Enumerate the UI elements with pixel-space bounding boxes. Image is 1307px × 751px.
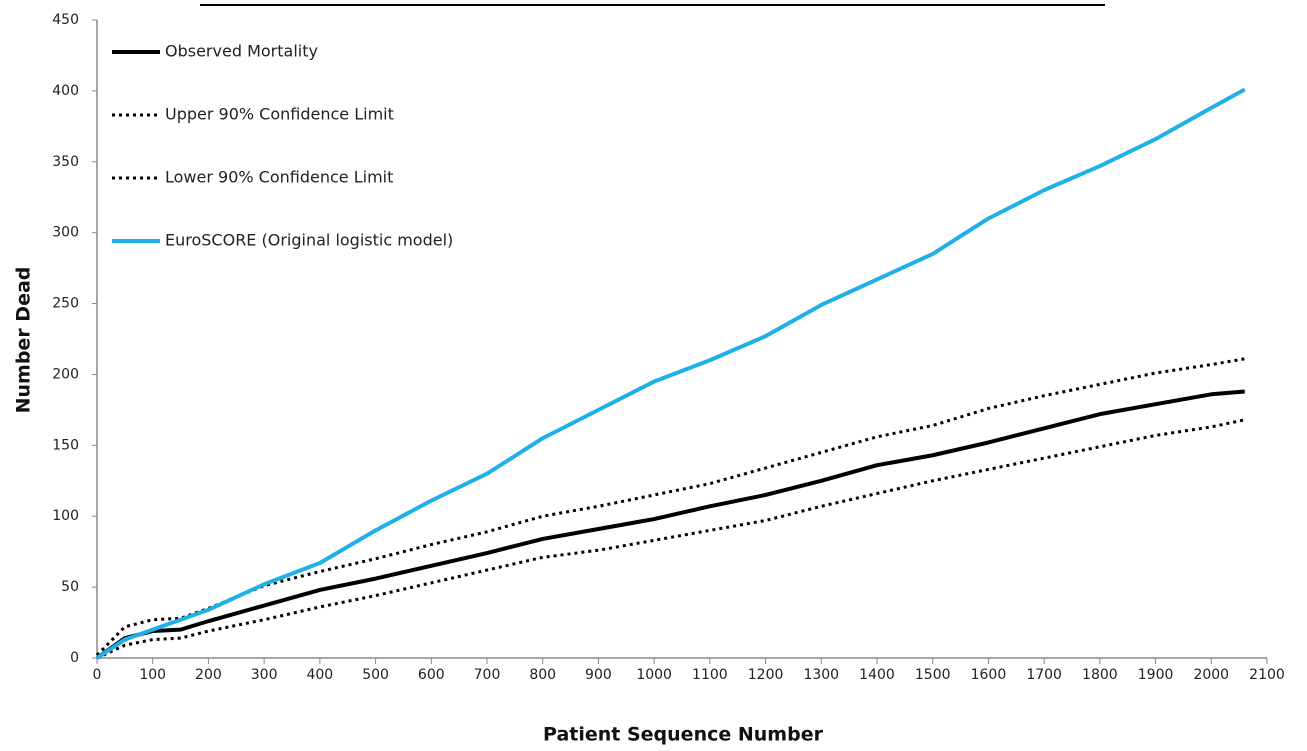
x-tick-label: 2100 [1249, 667, 1285, 683]
y-axis-title: Number Dead [13, 267, 35, 414]
series-line [95, 389, 1245, 660]
y-tick-label: 50 [61, 579, 79, 595]
y-tick-label: 0 [70, 650, 79, 666]
x-tick-label: 900 [585, 667, 612, 683]
series-line [95, 357, 1245, 657]
x-tick-label: 600 [418, 667, 445, 683]
series-line [95, 87, 1246, 660]
x-tick-label: 1700 [1026, 667, 1062, 683]
legend-label: Lower 90% Confidence Limit [165, 168, 393, 187]
x-tick-label: 1800 [1082, 667, 1118, 683]
x-tick-label: 2000 [1193, 667, 1229, 683]
legend-label: EuroSCORE (Original logistic model) [165, 231, 453, 250]
legend-label: Upper 90% Confidence Limit [165, 105, 394, 124]
x-axis-title: Patient Sequence Number [543, 724, 824, 746]
legend-label: Observed Mortality [165, 42, 318, 61]
x-tick-label: 1300 [803, 667, 839, 683]
x-tick-label: 0 [93, 667, 102, 683]
x-tick-label: 1100 [692, 667, 728, 683]
x-tick-label: 1900 [1138, 667, 1174, 683]
x-tick-label: 100 [139, 667, 166, 683]
x-tick-label: 700 [474, 667, 501, 683]
x-tick-label: 400 [306, 667, 333, 683]
y-tick-label: 200 [52, 366, 79, 382]
x-tick-label: 1200 [748, 667, 784, 683]
y-tick-label: 100 [52, 508, 79, 524]
y-tick-label: 300 [52, 225, 79, 241]
y-tick-label: 400 [52, 83, 79, 99]
y-tick-label: 150 [52, 437, 79, 453]
x-tick-label: 200 [195, 667, 222, 683]
y-tick-label: 350 [52, 154, 79, 170]
y-tick-label: 450 [52, 12, 79, 28]
x-tick-label: 1000 [636, 667, 672, 683]
x-tick-label: 1600 [971, 667, 1007, 683]
x-tick-label: 1400 [859, 667, 895, 683]
x-tick-label: 300 [251, 667, 278, 683]
y-tick-label: 250 [52, 296, 79, 312]
x-tick-label: 500 [362, 667, 389, 683]
series-line [96, 418, 1246, 660]
x-tick-label: 800 [529, 667, 556, 683]
x-tick-label: 1500 [915, 667, 951, 683]
